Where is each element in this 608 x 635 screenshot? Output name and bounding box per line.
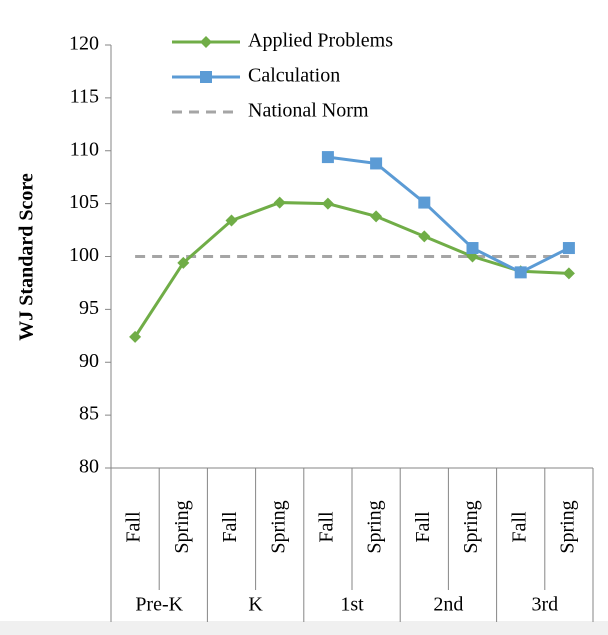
- series-line: [133, 201, 569, 338]
- x-tick-label: Spring: [171, 500, 193, 553]
- square-marker: [200, 71, 212, 83]
- y-tick-label: 85: [79, 403, 99, 425]
- legend-label: Calculation: [248, 65, 340, 87]
- square-marker: [370, 157, 383, 170]
- y-tick-label: 120: [69, 33, 99, 55]
- square-marker: [321, 151, 334, 164]
- square-marker: [466, 242, 479, 255]
- y-tick-label: 90: [79, 350, 99, 372]
- group-label: 2nd: [433, 594, 463, 616]
- group-label: K: [248, 594, 263, 616]
- y-axis-title: WJ Standard Score: [16, 173, 38, 341]
- series-line: [327, 155, 570, 275]
- y-tick-label: 105: [69, 191, 99, 213]
- y-tick-label: 100: [69, 244, 99, 266]
- diamond-marker: [370, 210, 383, 223]
- x-tick-label: Spring: [556, 500, 578, 553]
- diamond-marker: [200, 36, 212, 48]
- group-label: 1st: [340, 594, 364, 616]
- group-label: Pre-K: [135, 594, 183, 616]
- diamond-marker: [225, 214, 238, 227]
- x-tick-label: Fall: [315, 511, 337, 543]
- diamond-marker: [562, 267, 575, 280]
- x-tick-label: Fall: [123, 511, 145, 543]
- x-tick-label: Fall: [508, 511, 530, 543]
- diamond-marker: [129, 330, 142, 343]
- y-tick-label: 80: [79, 456, 99, 478]
- x-tick-label: Spring: [460, 500, 482, 553]
- x-tick-label: Spring: [364, 500, 386, 553]
- square-marker: [418, 196, 431, 209]
- x-tick-label: Fall: [412, 511, 434, 543]
- diamond-marker: [273, 196, 286, 209]
- square-marker: [562, 242, 575, 255]
- diamond-marker: [321, 197, 334, 210]
- diamond-marker: [177, 256, 190, 269]
- square-marker: [514, 266, 527, 279]
- x-tick-label: Fall: [219, 511, 241, 543]
- y-tick-label: 110: [70, 138, 99, 160]
- legend-label: Applied Problems: [248, 30, 393, 52]
- group-label: 3rd: [531, 594, 558, 616]
- footer-band: [0, 621, 608, 635]
- y-tick-label: 95: [79, 297, 99, 319]
- legend-label: National Norm: [248, 100, 369, 122]
- x-tick-label: Spring: [267, 500, 289, 553]
- diamond-marker: [418, 230, 431, 243]
- y-tick-label: 115: [70, 85, 99, 107]
